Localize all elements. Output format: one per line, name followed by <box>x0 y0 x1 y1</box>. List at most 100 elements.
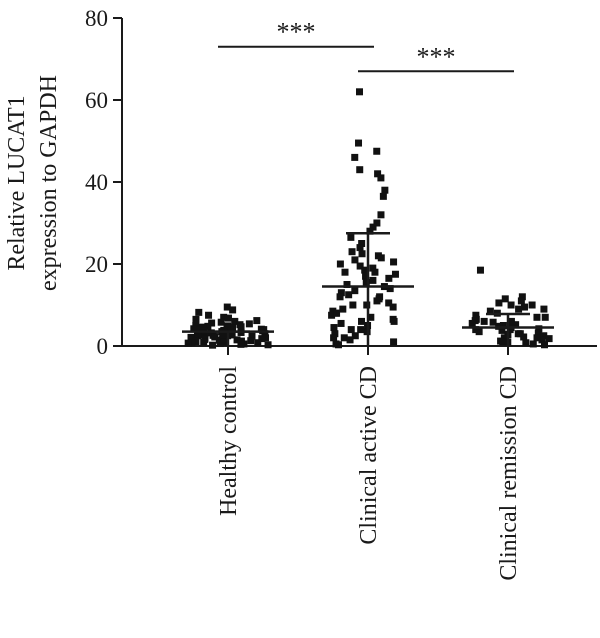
data-point <box>220 313 228 321</box>
data-point <box>337 289 345 297</box>
data-point <box>486 307 494 315</box>
data-point <box>192 315 200 323</box>
data-point <box>340 334 348 342</box>
data-point <box>391 270 399 278</box>
data-point <box>514 330 522 338</box>
data-point <box>219 331 227 339</box>
x-category-label: Clinical remission CD <box>496 366 522 581</box>
y-axis-title-line1: Relative LUCAT1 <box>4 95 30 270</box>
data-point <box>254 339 262 347</box>
y-axis-title-line2: expression to GAPDH <box>36 75 62 291</box>
y-tick-label: 60 <box>85 88 108 113</box>
data-point <box>190 325 198 333</box>
data-point <box>228 331 236 339</box>
data-point <box>231 317 239 325</box>
data-point <box>334 341 342 349</box>
data-point <box>373 297 381 305</box>
data-point <box>351 256 359 264</box>
y-tick-label: 0 <box>97 334 109 359</box>
data-point <box>377 211 385 219</box>
significance-label: *** <box>417 42 456 71</box>
data-point <box>333 309 341 317</box>
data-point <box>390 258 398 266</box>
data-point <box>195 308 203 316</box>
data-point <box>358 317 366 325</box>
data-point <box>237 340 245 348</box>
data-point <box>216 340 224 348</box>
data-point <box>328 311 336 319</box>
data-point <box>541 341 549 349</box>
data-point <box>194 332 202 340</box>
data-point <box>356 244 364 252</box>
data-point <box>386 285 394 293</box>
data-point <box>247 337 255 345</box>
data-point <box>204 322 212 330</box>
data-point <box>498 326 506 334</box>
x-category-label: Healthy control <box>216 366 242 516</box>
data-point <box>351 153 359 161</box>
data-point <box>347 233 355 241</box>
data-point <box>390 338 398 346</box>
data-point <box>499 322 507 329</box>
data-point <box>362 278 370 286</box>
data-point <box>506 326 514 334</box>
data-point <box>369 223 377 231</box>
data-point <box>346 336 354 344</box>
data-point <box>381 186 389 194</box>
data-point <box>472 326 480 334</box>
data-point <box>468 319 476 327</box>
data-points <box>184 88 553 349</box>
y-tick-label: 40 <box>85 170 108 195</box>
data-point <box>541 313 549 321</box>
data-point <box>351 287 359 295</box>
x-category-label: Clinical active CD <box>356 366 382 545</box>
data-point <box>200 338 208 346</box>
data-point <box>499 338 507 346</box>
data-point <box>476 266 484 274</box>
data-point <box>367 313 375 321</box>
data-point <box>517 297 525 305</box>
data-point <box>522 339 530 347</box>
data-point <box>217 318 225 326</box>
data-point <box>538 336 546 344</box>
data-point <box>528 301 536 309</box>
data-point <box>515 305 523 313</box>
data-point <box>358 250 366 258</box>
data-point <box>366 227 374 235</box>
data-point <box>356 262 364 270</box>
data-point <box>229 324 237 332</box>
data-point <box>331 330 339 338</box>
data-point <box>192 337 200 345</box>
data-point <box>358 240 366 247</box>
data-point <box>495 299 503 307</box>
data-point <box>362 272 370 280</box>
data-point <box>223 303 231 311</box>
data-point <box>245 320 253 328</box>
data-point <box>258 335 266 343</box>
data-point <box>345 291 353 299</box>
data-point <box>369 276 377 284</box>
data-point <box>211 333 219 341</box>
data-point <box>545 335 553 343</box>
y-tick-label: 80 <box>85 6 108 31</box>
data-point <box>195 326 203 334</box>
data-point <box>472 311 480 319</box>
data-point <box>262 334 270 342</box>
significance-label: *** <box>277 18 316 47</box>
data-point <box>373 147 381 155</box>
data-point <box>533 313 541 321</box>
data-point <box>540 332 548 340</box>
data-point <box>330 324 338 332</box>
data-point <box>518 293 526 301</box>
data-point <box>341 268 349 276</box>
data-point <box>500 334 508 342</box>
mean-sd-bars <box>182 232 554 346</box>
data-point <box>337 319 345 327</box>
data-point <box>237 323 245 331</box>
data-point <box>355 139 363 147</box>
data-point <box>377 254 385 262</box>
data-point <box>220 335 228 343</box>
significance-brackets: *** *** <box>218 18 514 73</box>
x-axis-labels: Healthy control Clinical active CD Clinica… <box>216 346 522 581</box>
y-axis-ticks: 0 20 40 60 80 <box>85 6 122 359</box>
